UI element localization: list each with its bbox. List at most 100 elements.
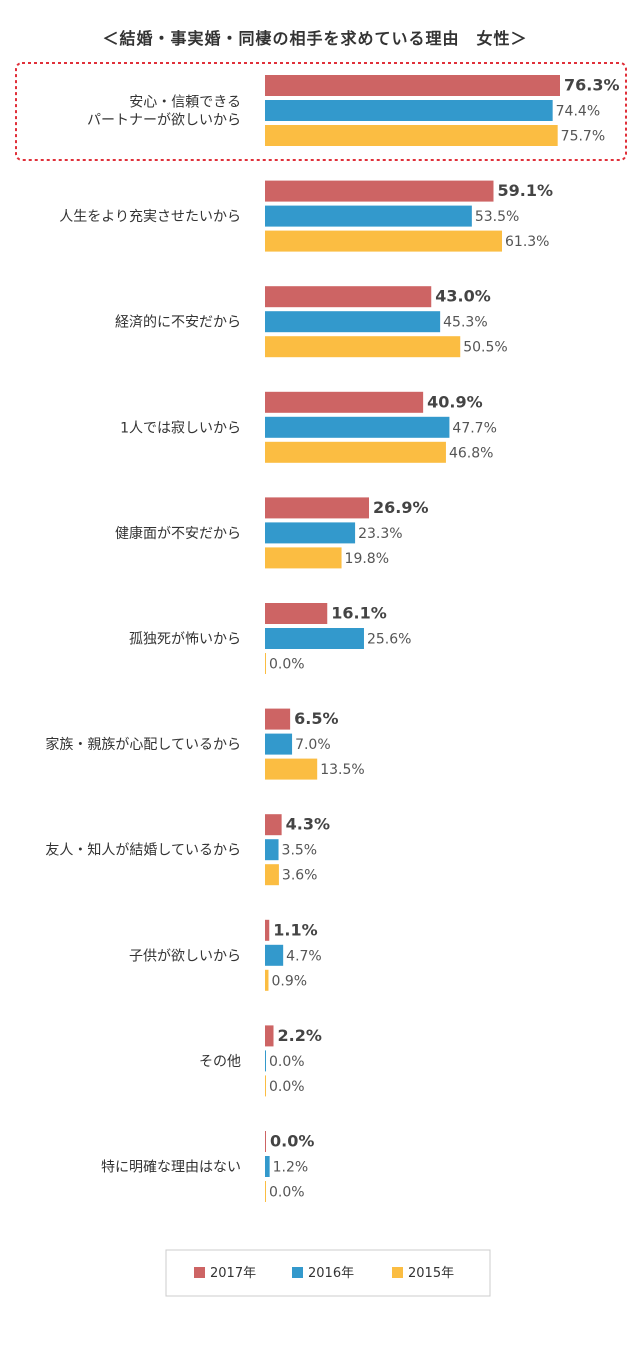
bar-2017年 — [265, 708, 291, 730]
legend-swatch — [194, 1267, 205, 1278]
value-label: 1.2% — [273, 1160, 309, 1176]
value-label: 0.0% — [269, 657, 305, 673]
legend-label: 2017年 — [210, 1266, 256, 1281]
category-label: 孤独死が怖いから — [129, 631, 241, 648]
bar-2015年 — [265, 864, 279, 886]
bar-2017年 — [265, 1025, 274, 1047]
category-label: 家族・親族が心配しているから — [45, 736, 241, 753]
bar-2015年 — [265, 1181, 266, 1202]
category-group: 1人では寂しいから 40.9% 47.7% 46.8% — [120, 391, 497, 463]
category-label: 健康面が不安だから — [115, 525, 241, 542]
value-label: 3.6% — [282, 868, 318, 884]
bar-2016年 — [265, 944, 284, 966]
legend-label: 2015年 — [408, 1266, 454, 1281]
value-label: 43.0% — [435, 287, 491, 306]
chart-title: ＜結婚・事実婚・同棲の相手を求めている理由 女性＞ — [102, 29, 527, 48]
bar-2015年 — [265, 441, 446, 463]
category-label: 安心・信頼できる — [129, 95, 241, 111]
bar-2015年 — [265, 969, 269, 991]
value-label: 13.5% — [320, 762, 364, 778]
category-group: 特に明確な理由はない 0.0% 1.2% 0.0% — [101, 1131, 314, 1202]
value-label: 74.4% — [556, 104, 600, 120]
value-label: 61.3% — [505, 234, 549, 250]
bar-2015年 — [265, 1075, 266, 1097]
value-label: 3.5% — [282, 843, 318, 859]
bar-2015年 — [265, 336, 461, 358]
bar-2017年 — [265, 919, 270, 941]
value-label: 46.8% — [449, 445, 493, 461]
bar-2016年 — [265, 1156, 270, 1177]
value-label: 53.5% — [475, 209, 519, 225]
value-label: 4.7% — [286, 948, 322, 964]
bar-2015年 — [265, 758, 318, 780]
value-label: 26.9% — [373, 498, 429, 517]
category-group: 健康面が不安だから 26.9% 23.3% 19.8% — [115, 497, 429, 569]
category-label: 経済的に不安だから — [115, 315, 241, 331]
bar-2017年 — [265, 391, 424, 413]
category-group: その他 2.2% 0.0% 0.0% — [199, 1025, 322, 1097]
bar-2016年 — [265, 839, 279, 861]
value-label: 1.1% — [273, 920, 317, 939]
value-label: 40.9% — [427, 392, 483, 411]
value-label: 0.0% — [270, 1132, 314, 1151]
legend-swatch — [292, 1267, 303, 1278]
bar-2015年 — [265, 653, 266, 674]
bar-2015年 — [265, 125, 558, 146]
value-label: 0.9% — [271, 973, 307, 989]
value-label: 0.0% — [269, 1054, 305, 1070]
bar-2016年 — [265, 1050, 266, 1072]
bar-2016年 — [265, 416, 450, 438]
category-label: パートナーが欲しいから — [87, 113, 241, 129]
value-label: 76.3% — [564, 76, 620, 95]
category-label: 1人では寂しいから — [120, 420, 241, 436]
category-group: 孤独死が怖いから 16.1% 25.6% 0.0% — [129, 603, 411, 674]
value-label: 16.1% — [331, 604, 387, 623]
value-label: 7.0% — [295, 737, 331, 753]
bar-2017年 — [265, 180, 494, 202]
category-group: 経済的に不安だから 43.0% 45.3% 50.5% — [115, 286, 508, 358]
category-group: 家族・親族が心配しているから 6.5% 7.0% 13.5% — [45, 708, 365, 780]
category-label: 特に明確な理由はない — [101, 1160, 241, 1176]
value-label: 4.3% — [286, 815, 330, 834]
value-label: 47.7% — [452, 420, 496, 436]
highlight-box — [15, 62, 627, 161]
bar-2016年 — [265, 733, 293, 755]
bar-2015年 — [265, 230, 503, 252]
bar-2016年 — [265, 205, 472, 227]
value-label: 0.0% — [269, 1185, 305, 1201]
legend: 2017年 2016年 2015年 — [165, 1249, 491, 1297]
value-label: 2.2% — [278, 1026, 322, 1045]
legend-swatch — [392, 1267, 403, 1278]
bar-2017年 — [265, 814, 282, 836]
bar-2016年 — [265, 628, 364, 649]
value-label: 19.8% — [345, 551, 389, 567]
bar-2017年 — [265, 286, 432, 308]
value-label: 59.1% — [497, 181, 553, 200]
bar-2017年 — [265, 497, 370, 519]
legend-label: 2016年 — [308, 1266, 354, 1281]
category-label: 子供が欲しいから — [129, 948, 241, 964]
bar-2016年 — [265, 100, 553, 121]
category-group: 人生をより充実させたいから 59.1% 53.5% 61.3% — [59, 180, 553, 252]
value-label: 6.5% — [294, 709, 338, 728]
bar-2016年 — [265, 311, 441, 333]
bar-2015年 — [265, 547, 342, 569]
category-label: 人生をより充実させたいから — [59, 209, 241, 225]
value-label: 23.3% — [358, 526, 402, 542]
category-group: 子供が欲しいから 1.1% 4.7% 0.9% — [129, 919, 322, 991]
value-label: 45.3% — [443, 315, 487, 331]
bar-2016年 — [265, 522, 356, 544]
legend-box — [165, 1249, 491, 1297]
value-label: 0.0% — [269, 1079, 305, 1095]
category-group: 友人・知人が結婚しているから 4.3% 3.5% 3.6% — [45, 814, 330, 886]
bar-2017年 — [265, 603, 328, 624]
bar-2017年 — [265, 75, 560, 96]
category-label: その他 — [199, 1054, 241, 1070]
value-label: 25.6% — [367, 632, 411, 648]
value-label: 50.5% — [463, 340, 507, 356]
bar-2017年 — [265, 1131, 266, 1152]
category-label: 友人・知人が結婚しているから — [45, 842, 241, 859]
